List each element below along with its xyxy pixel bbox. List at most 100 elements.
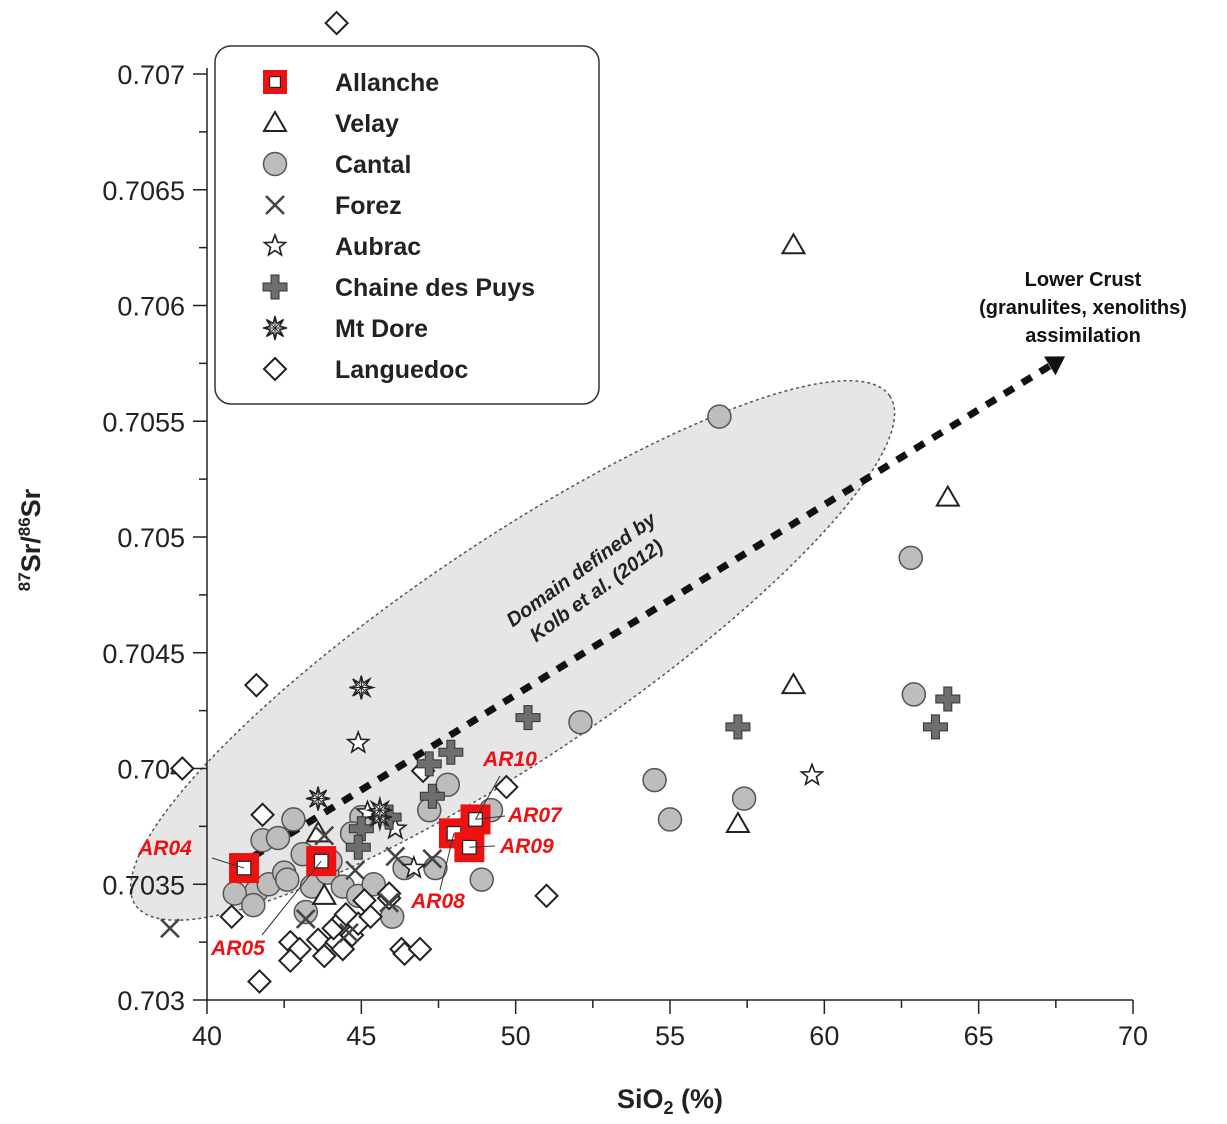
leader-line-ar08 xyxy=(439,833,455,891)
point-chaine-des-puys xyxy=(922,714,948,740)
point-forez xyxy=(314,825,335,846)
axes-layer: 40 45 50 55 60 65 700.7030.70350.7040.70450.70… xyxy=(102,60,1148,1051)
leader-line-ar07 xyxy=(475,815,506,820)
sample-label-ar09: AR09 xyxy=(499,835,554,858)
arrow-annotation-line-1: Lower Crust xyxy=(1025,269,1142,291)
point-cantal xyxy=(731,786,757,811)
point-mt-dore xyxy=(365,795,393,825)
point-languedoc xyxy=(493,774,519,800)
point-forez xyxy=(339,922,359,943)
point-aubrac xyxy=(345,729,371,754)
y-tick-label: 0.706 xyxy=(117,292,185,322)
legend-marker-chaine-des-puys xyxy=(262,274,288,300)
point-velay xyxy=(311,882,338,905)
legend-item-chaine-des-puys: Chaine des Puys xyxy=(262,274,535,302)
sample-label-ar10: AR10 xyxy=(482,748,537,771)
point-mt-dore xyxy=(305,786,331,811)
leader-line-ar05 xyxy=(261,860,322,936)
point-languedoc xyxy=(219,904,245,930)
y-tick-label: 0.7065 xyxy=(102,176,185,206)
arrow-annotation-line-2: (granulites, xenoliths) xyxy=(979,297,1187,319)
y-tick-label: 0.7045 xyxy=(102,639,185,669)
point-languedoc xyxy=(250,802,275,828)
legend-item-aubrac: Aubrac xyxy=(262,232,421,261)
point-chaine-des-puys xyxy=(515,705,541,731)
x-tick-label: 45 xyxy=(346,1021,376,1051)
trend-arrow-line xyxy=(251,362,1052,860)
point-chaine-des-puys xyxy=(348,816,374,842)
point-cantal xyxy=(657,807,683,832)
point-languedoc xyxy=(333,901,359,927)
y-tick-label: 0.705 xyxy=(117,523,185,553)
point-languedoc xyxy=(169,756,195,781)
x-tick-label: 65 xyxy=(964,1021,994,1051)
point-forez xyxy=(295,909,316,929)
point-languedoc xyxy=(352,888,377,913)
point-cantal xyxy=(707,404,732,429)
y-tick-label: 0.7055 xyxy=(102,407,185,437)
legend-item-languedoc: Languedoc xyxy=(262,356,468,384)
point-chaine-des-puys xyxy=(438,739,464,765)
point-languedoc xyxy=(311,943,337,969)
sample-label-ar08: AR08 xyxy=(410,890,465,913)
point-velay xyxy=(935,484,961,507)
point-languedoc xyxy=(330,936,356,962)
legend-label-mt-dore: Mt Dore xyxy=(335,315,428,343)
legend-label-languedoc: Languedoc xyxy=(335,356,468,384)
point-velay xyxy=(780,672,807,695)
legend-marker-mt-dore xyxy=(262,315,288,341)
point-chaine-des-puys xyxy=(725,714,751,740)
legend-marker-allanche xyxy=(263,70,287,94)
point-forez xyxy=(160,918,180,939)
sample-label-ar05: AR05 xyxy=(210,937,265,960)
point-cantal xyxy=(241,892,266,918)
point-chaine-des-puys xyxy=(345,834,371,860)
point-cantal xyxy=(293,899,319,925)
leader-line-ar10 xyxy=(475,775,501,820)
x-axis-title: SiO2 (%) xyxy=(617,1084,723,1118)
point-forez xyxy=(422,848,443,869)
point-cantal xyxy=(568,709,593,735)
trend-arrow-layer xyxy=(251,356,1066,860)
x-tick-label: 55 xyxy=(655,1021,685,1051)
legend-item-allanche: Allanche xyxy=(263,69,439,97)
point-cantal xyxy=(281,807,306,832)
y-tick-label: 0.703 xyxy=(117,986,185,1016)
legend-marker-forez xyxy=(265,195,285,215)
point-cantal xyxy=(642,767,667,793)
point-cantal xyxy=(901,682,927,707)
legend-label-velay: Velay xyxy=(335,110,399,138)
legend-item-forez: Forez xyxy=(265,192,402,220)
point-aubrac xyxy=(799,762,825,787)
point-aubrac xyxy=(401,854,427,879)
point-cantal xyxy=(898,545,924,571)
legend-item-velay: Velay xyxy=(262,110,399,138)
domain-ellipse xyxy=(129,379,896,921)
point-cantal xyxy=(469,867,494,892)
points-layer xyxy=(160,10,961,994)
point-cantal xyxy=(361,872,386,897)
legend-marker-languedoc xyxy=(262,356,288,382)
legend-label-allanche: Allanche xyxy=(335,69,439,97)
point-languedoc xyxy=(407,936,433,962)
sample-label-ar04: AR04 xyxy=(137,837,192,860)
legend-label-cantal: Cantal xyxy=(335,151,411,179)
sample-label-ar07: AR07 xyxy=(507,804,563,827)
point-chaine-des-puys xyxy=(935,686,961,712)
y-tick-label: 0.7035 xyxy=(102,870,185,900)
y-tick-label: 0.707 xyxy=(117,60,185,90)
trend-arrow-head xyxy=(1043,356,1066,376)
legend-label-chaine-des-puys: Chaine des Puys xyxy=(335,274,535,302)
legend: Allanche Velay Cantal Forez Aubrac Chaine des… xyxy=(214,45,600,405)
point-mt-dore xyxy=(349,675,377,700)
point-forez xyxy=(345,860,366,881)
x-tick-label: 50 xyxy=(501,1021,531,1051)
x-tick-label: 60 xyxy=(809,1021,839,1051)
legend-box xyxy=(214,45,600,405)
leader-line-ar09 xyxy=(469,845,496,848)
domain-layer xyxy=(129,379,896,921)
legend-marker-velay xyxy=(262,110,288,132)
y-axis-title: 87Sr/86Sr xyxy=(15,488,46,591)
